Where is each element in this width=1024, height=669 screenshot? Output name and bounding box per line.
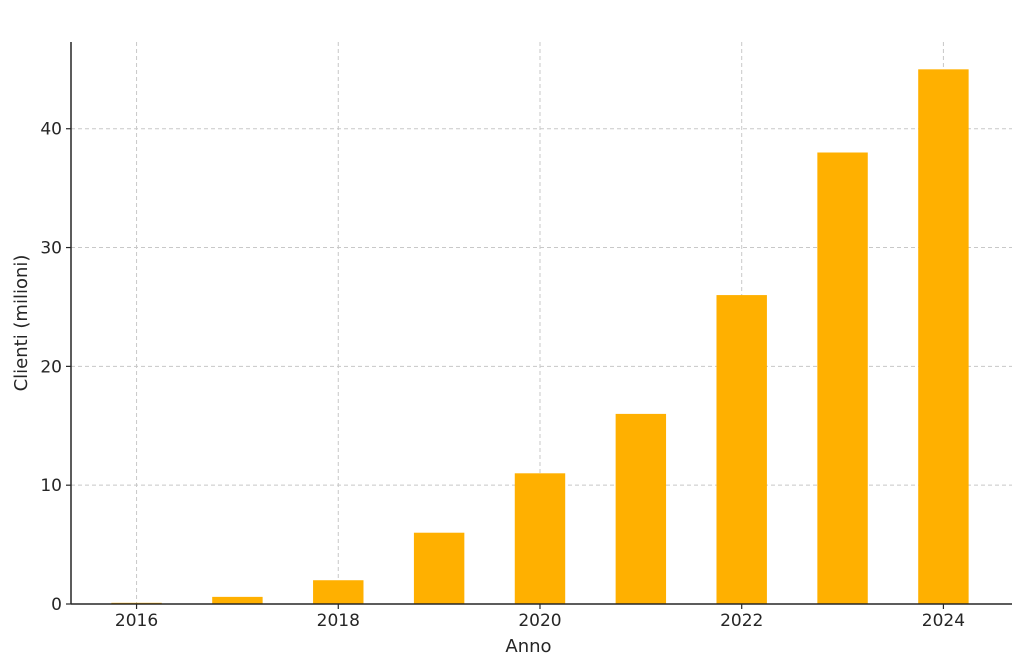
bar-2018 <box>313 580 364 604</box>
x-tick-label: 2016 <box>115 611 158 631</box>
bar-2023 <box>817 152 868 604</box>
bar-2019 <box>413 532 465 604</box>
y-tick-label: 30 <box>40 239 62 259</box>
y-tick-label: 40 <box>40 120 62 140</box>
x-tick-label: 2022 <box>720 611 763 631</box>
bar-2020 <box>514 473 566 604</box>
x-axis-title: Anno <box>505 636 551 657</box>
x-tick-label: 2018 <box>317 611 360 631</box>
x-tick-label: 2024 <box>922 611 965 631</box>
bar-2022 <box>716 295 767 604</box>
axes <box>70 42 1012 605</box>
y-tick-label: 0 <box>51 595 62 615</box>
x-tick-label: 2020 <box>518 611 561 631</box>
bar-2024 <box>918 69 969 604</box>
bar-2021 <box>615 413 667 604</box>
ticks: 2016 2018 2020 2022 2024 0 10 20 30 40 <box>40 120 965 631</box>
bars <box>111 69 969 604</box>
y-tick-label: 10 <box>40 476 62 496</box>
bar-2017 <box>212 596 263 604</box>
y-tick-label: 20 <box>40 357 62 377</box>
y-axis-title: Clienti (milioni) <box>11 255 32 392</box>
